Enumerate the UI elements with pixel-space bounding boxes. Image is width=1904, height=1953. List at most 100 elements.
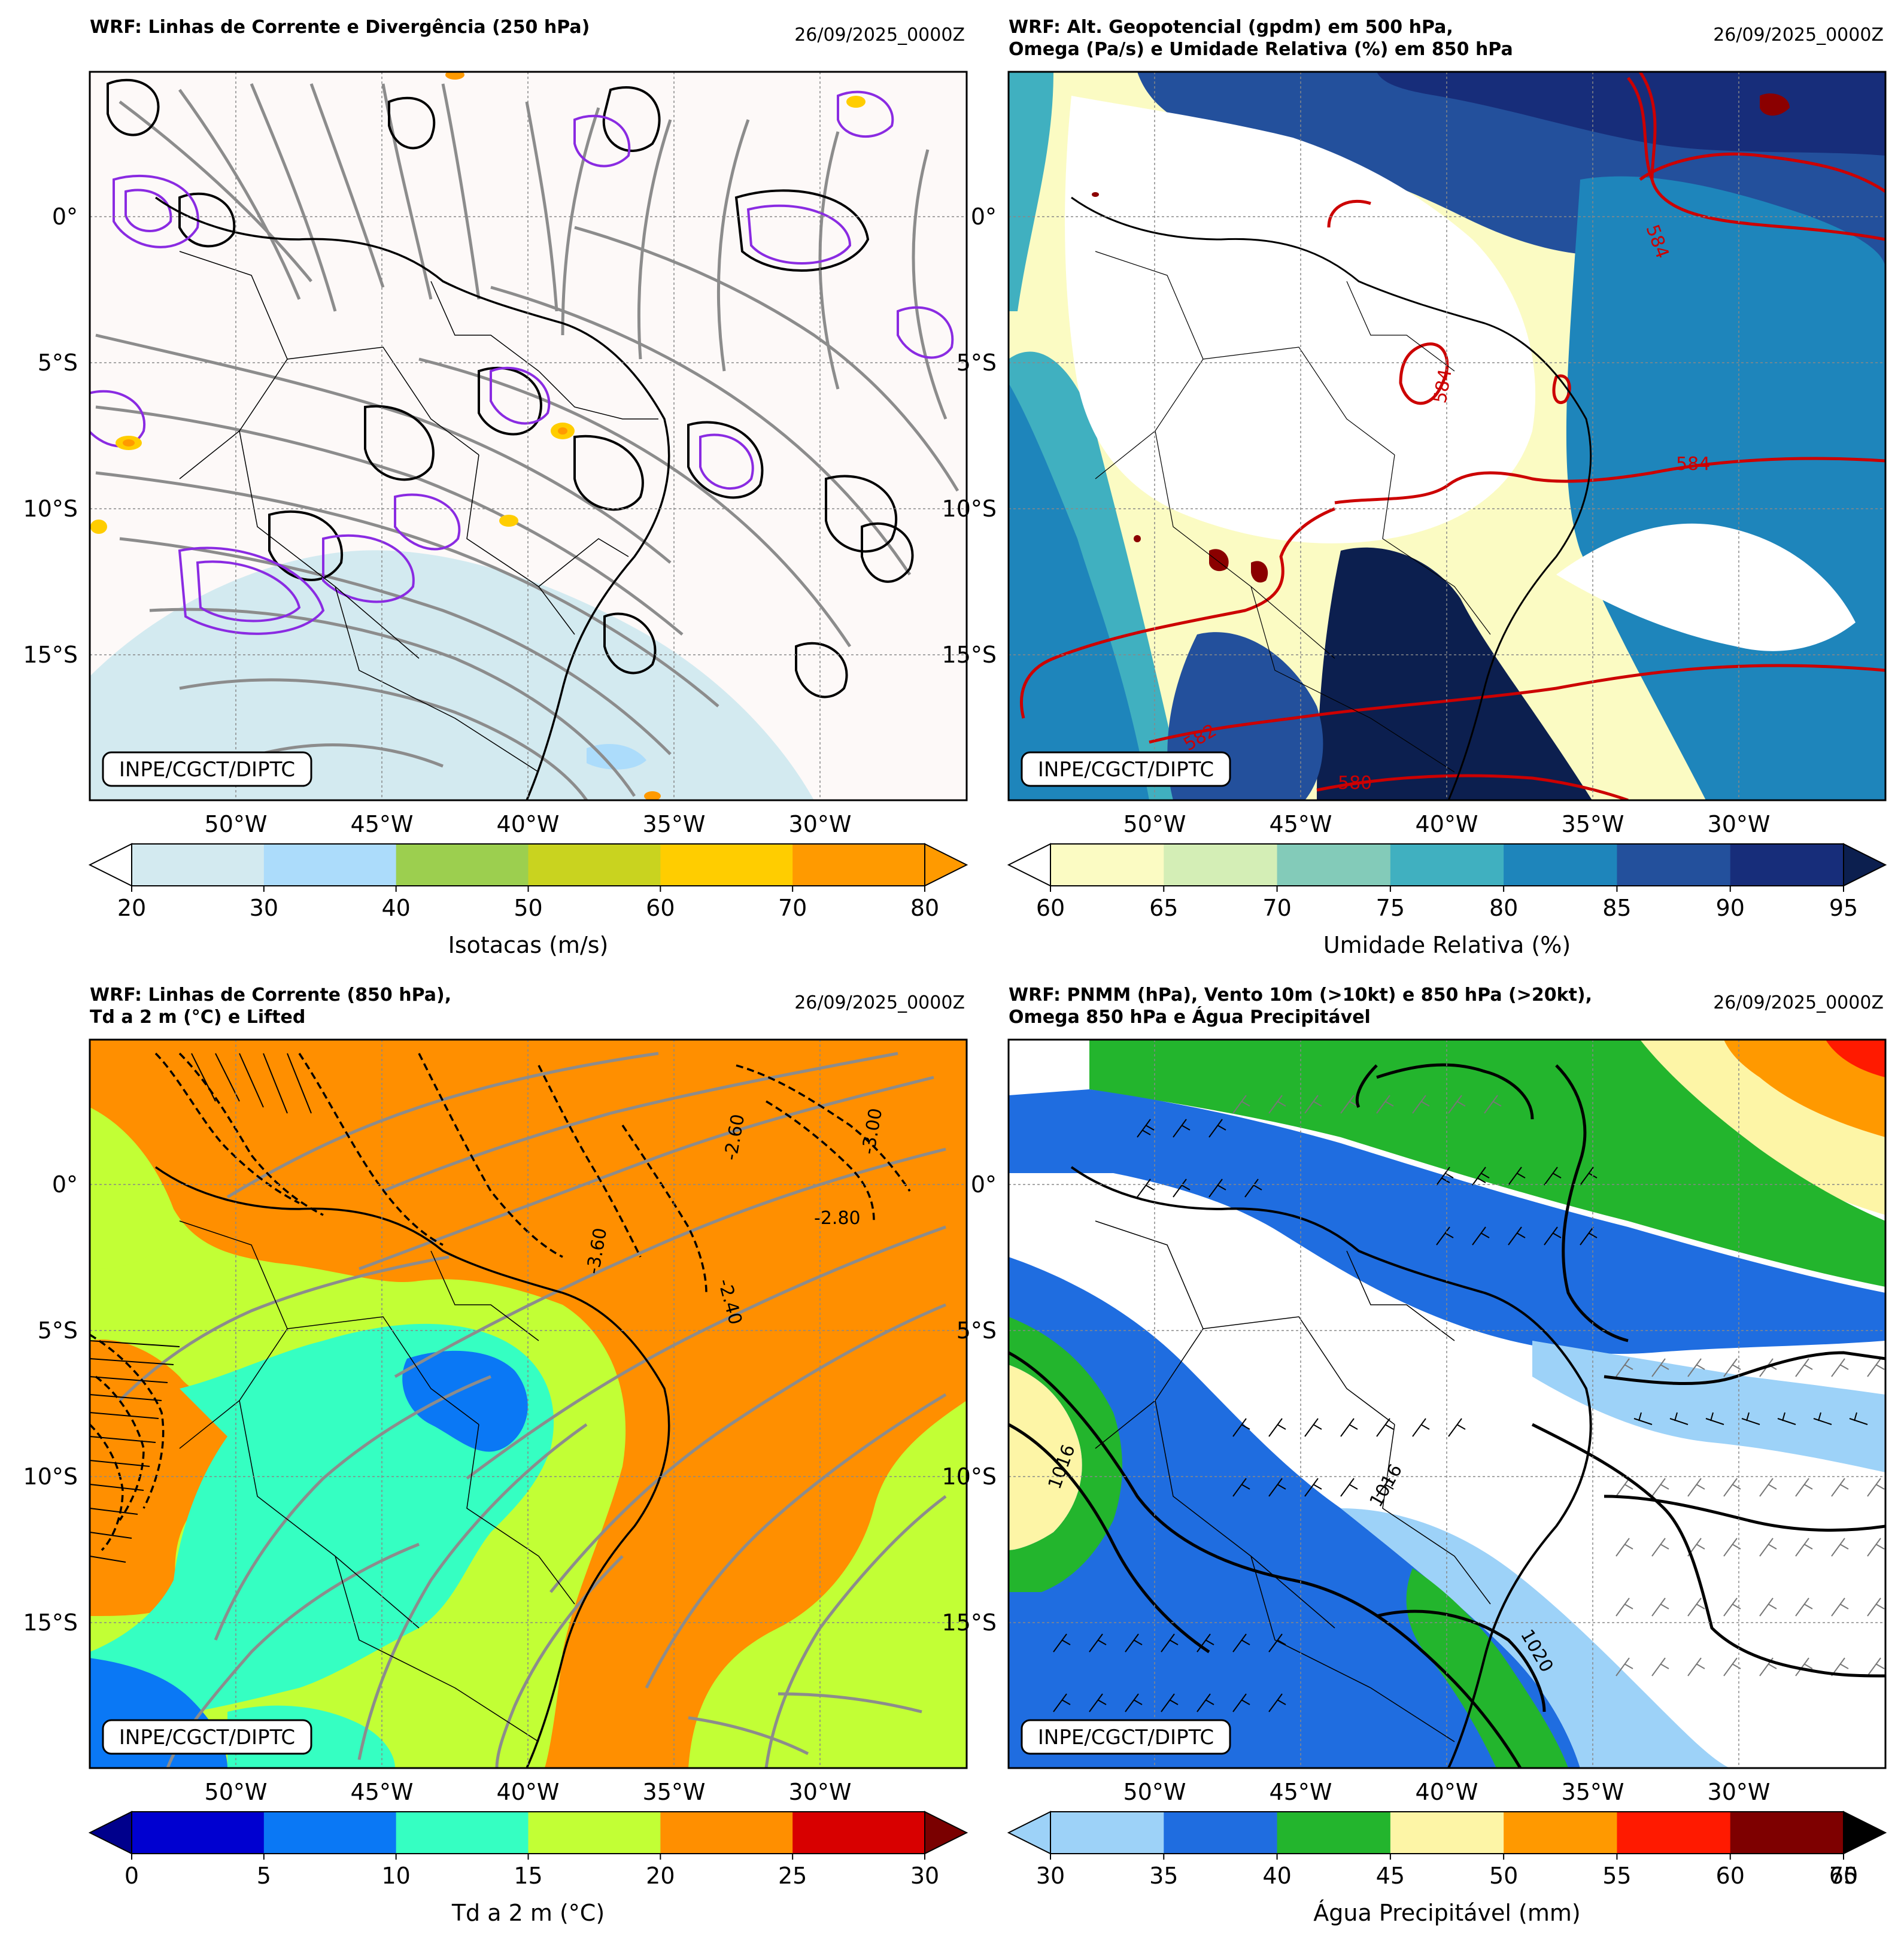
pw-35-40-north xyxy=(1009,1089,1885,1354)
colorbar-segment xyxy=(1504,1812,1617,1854)
colorbar-tick-label: 90 xyxy=(1716,895,1745,921)
colorbar-tick-label: 85 xyxy=(1602,895,1631,921)
lat-tick-labels: 0° 5°S 10°S 15°S xyxy=(942,203,997,668)
colorbar-tick-label: 20 xyxy=(646,1863,675,1889)
pw-40-45-west xyxy=(1009,1317,1122,1592)
panel-date: 26/09/2025_0000Z xyxy=(1713,992,1884,1013)
panel-title-line1: WRF: Linhas de Corrente (850 hPa), xyxy=(90,985,451,1006)
shear-contours xyxy=(90,90,954,635)
svg-text:584: 584 xyxy=(1676,454,1710,475)
colorbar-tick-label: 30 xyxy=(910,1863,939,1889)
lifted-dense-contours xyxy=(90,1053,312,1563)
colorbar-extend-right xyxy=(924,1811,968,1855)
panel-date: 26/09/2025_0000Z xyxy=(794,992,965,1013)
colorbar-segment xyxy=(263,844,397,886)
colorbar-tick-label: 10 xyxy=(381,1863,410,1889)
colorbar-tick-label: 60 xyxy=(1036,895,1065,921)
attribution-badge: INPE/CGCT/DIPTC xyxy=(1021,1719,1231,1755)
svg-text:15°S: 15°S xyxy=(942,642,997,668)
panel-title-line2: Td a 2 m (°C) e Lifted xyxy=(90,1007,305,1028)
colorbar-segment xyxy=(1730,844,1844,886)
isotach-30-region xyxy=(587,743,646,770)
svg-text:5°S: 5°S xyxy=(38,1317,78,1344)
map-area: 1020 1016 1016 xyxy=(1009,1040,1885,1768)
colorbar-tick-label: 0 xyxy=(124,1863,139,1889)
colorbar-segment xyxy=(1164,844,1278,886)
panel-title-line1: WRF: PNMM (hPa), Vento 10m (>10kt) e 850… xyxy=(1009,985,1592,1006)
lon-tick-labels: 50°W 45°W 40°W 35°W 30°W xyxy=(205,1779,852,1805)
colorbar-tick-label: 40 xyxy=(1262,1863,1291,1889)
pw-55-60-corner xyxy=(1826,1040,1885,1077)
rh-90-north xyxy=(1377,72,1885,156)
colorbar-tick-label: 60 xyxy=(646,895,675,921)
panel-title-line2: Omega 850 hPa e Água Precipitável xyxy=(1009,1006,1371,1028)
colorbar-tick-label: 30 xyxy=(250,895,278,921)
colorbar-tick-label: 70 xyxy=(1262,895,1291,921)
svg-text:0°: 0° xyxy=(52,1171,78,1198)
panel-title-line2: Omega (Pa/s) e Umidade Relativa (%) em 8… xyxy=(1009,39,1513,60)
colorbar-extend-left xyxy=(88,843,132,887)
svg-text:5°S: 5°S xyxy=(956,1317,997,1344)
svg-text:50°W: 50°W xyxy=(205,1779,268,1805)
svg-text:0°: 0° xyxy=(971,203,997,230)
svg-text:INPE/CGCT/DIPTC: INPE/CGCT/DIPTC xyxy=(119,1726,295,1750)
colorbar-segment xyxy=(1617,1812,1731,1854)
svg-text:5°S: 5°S xyxy=(956,350,997,376)
panel-title: WRF: Linhas de Corrente e Divergência (2… xyxy=(90,17,590,38)
pw-50-55-northeast xyxy=(1724,1040,1885,1137)
colorbar-extend-right xyxy=(1843,1811,1887,1855)
isotach-cores xyxy=(90,72,866,800)
colorbar-segment xyxy=(660,1812,793,1854)
rh-dry-east xyxy=(1556,523,1856,651)
colorbar-tick-label: 65 xyxy=(1149,895,1178,921)
panel-date: 26/09/2025_0000Z xyxy=(1713,25,1884,45)
pw-40-45-north xyxy=(1089,1040,1885,1287)
svg-text:10°S: 10°S xyxy=(23,496,78,522)
svg-text:40°W: 40°W xyxy=(497,1779,560,1805)
grid xyxy=(1009,1040,1885,1768)
colorbar-segment xyxy=(1617,844,1731,886)
rh-95-south xyxy=(1317,547,1592,800)
svg-text:5°S: 5°S xyxy=(38,350,78,376)
pw-40-45-south xyxy=(1406,1568,1568,1768)
svg-text:15°S: 15°S xyxy=(942,1609,997,1636)
map-area: 584 584 584 582 580 xyxy=(1009,72,1885,800)
svg-text:INPE/CGCT/DIPTC: INPE/CGCT/DIPTC xyxy=(119,758,295,782)
svg-text:15°S: 15°S xyxy=(23,1609,78,1636)
rh-dry-center xyxy=(1065,96,1536,543)
colorbar-frame xyxy=(1050,843,1844,886)
wind-barbs-10m xyxy=(1232,1095,1885,1676)
colorbar-segment xyxy=(396,844,529,886)
svg-text:35°W: 35°W xyxy=(1562,1779,1624,1805)
pw-30-35-south xyxy=(1341,1508,1730,1768)
colorbar-label: Umidade Relativa (%) xyxy=(1323,932,1571,958)
colorbar-segment xyxy=(263,1812,397,1854)
colorbar-segment xyxy=(132,844,265,886)
td-15-20-east xyxy=(688,1401,967,1768)
svg-text:INPE/CGCT/DIPTC: INPE/CGCT/DIPTC xyxy=(1038,1726,1214,1750)
panel-geopotential-500hpa: WRF: Alt. Geopotencial (gpdm) em 500 hPa… xyxy=(942,17,1887,958)
panel-streamlines-250hpa: WRF: Linhas de Corrente e Divergência (2… xyxy=(23,17,968,958)
colorbar-segment xyxy=(396,1812,529,1854)
svg-text:45°W: 45°W xyxy=(1270,1779,1332,1805)
panel-title-line1: WRF: Alt. Geopotencial (gpdm) em 500 hPa… xyxy=(1009,17,1453,38)
svg-text:10°S: 10°S xyxy=(942,496,997,522)
svg-text:0°: 0° xyxy=(971,1171,997,1198)
svg-text:50°W: 50°W xyxy=(1123,1779,1186,1805)
colorbar-extend-right xyxy=(924,843,968,887)
colorbar-tick-label: 70 xyxy=(778,895,807,921)
svg-text:50°W: 50°W xyxy=(1123,811,1186,837)
pw-30-35-east xyxy=(1532,1341,1885,1472)
colorbar-tick-label: 5 xyxy=(257,1863,271,1889)
grid xyxy=(90,1040,967,1768)
colorbar-label: Isotacas (m/s) xyxy=(448,932,609,958)
svg-text:45°W: 45°W xyxy=(351,1779,414,1805)
lon-tick-labels: 50°W 45°W 40°W 35°W 30°W xyxy=(1123,1779,1771,1805)
rh-80-region xyxy=(1009,383,1149,800)
svg-text:-2.80: -2.80 xyxy=(814,1208,861,1229)
geopotential-contours xyxy=(1020,72,1885,800)
lifted-contours xyxy=(90,1052,911,1551)
td-20-coastal-strip xyxy=(96,1161,162,1269)
colorbar: 0 5 10 15 20 25 30 Td a 2 m (°C) xyxy=(88,1811,968,1926)
